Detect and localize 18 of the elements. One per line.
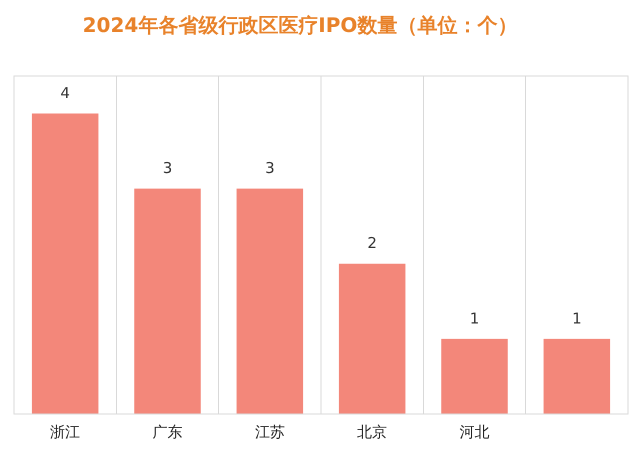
x-tick-label: 江苏 [254, 424, 285, 442]
bar [32, 114, 98, 414]
bar [134, 188, 201, 414]
x-tick-label: 河北 [460, 424, 490, 442]
bar [441, 338, 508, 414]
x-tick-label: 广东 [152, 424, 182, 442]
bar [544, 338, 610, 414]
data-label: 1 [572, 309, 582, 328]
bar [338, 264, 406, 414]
x-tick-label: 北京 [357, 424, 388, 442]
data-label: 1 [470, 309, 480, 328]
chart-title: 2024年各省级行政区医疗IPO数量（单位：个） [82, 12, 518, 39]
data-label: 3 [162, 159, 172, 178]
data-label: 3 [265, 159, 275, 178]
data-label: 4 [60, 84, 70, 102]
x-tick-label: 浙江 [50, 424, 80, 442]
bar [236, 188, 304, 414]
data-label: 2 [367, 234, 377, 252]
